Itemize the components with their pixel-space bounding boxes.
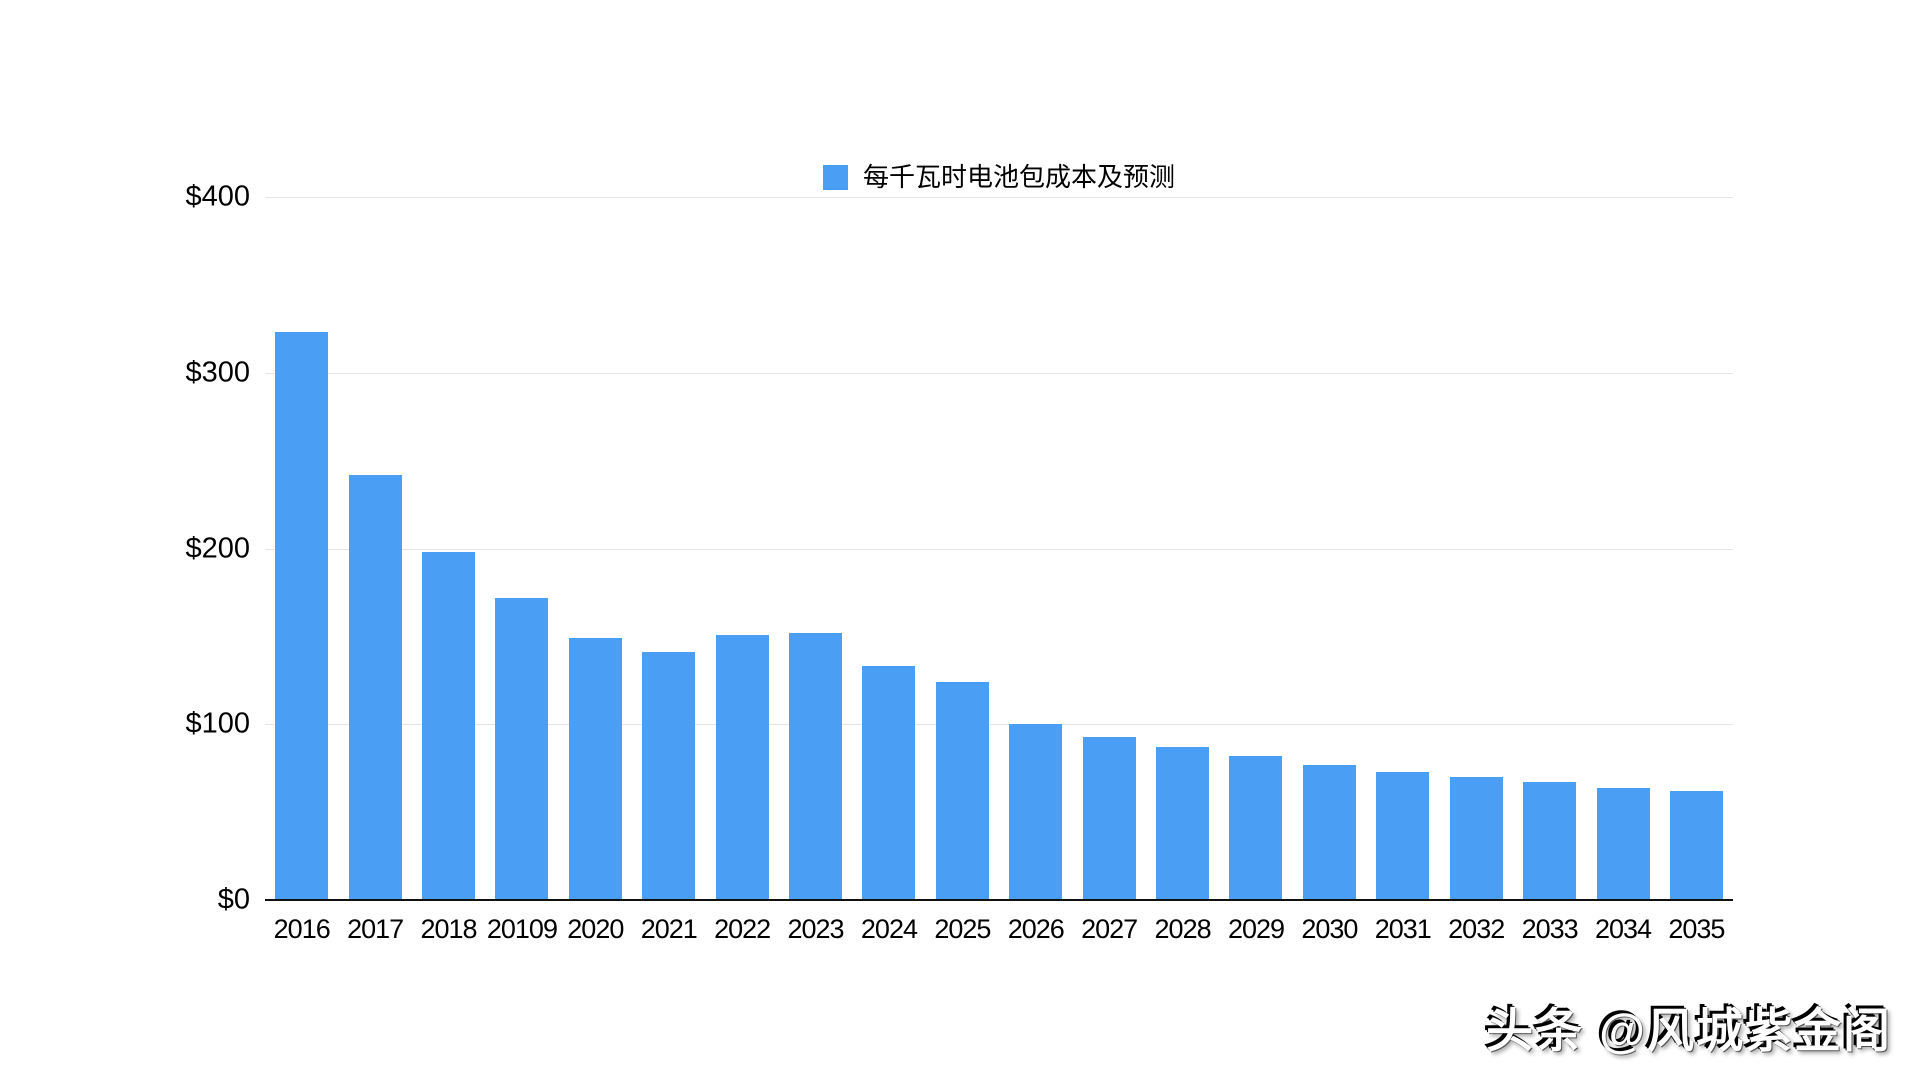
bar-slot [926,197,999,900]
x-tick-label: 2021 [640,914,698,944]
bar-slot [559,197,632,900]
bar-slot [1660,197,1733,900]
bar-slot [412,197,485,900]
bar-slot [1219,197,1292,900]
bar-slot [705,197,778,900]
bar-2032 [1449,776,1503,900]
bar-2021 [642,652,696,900]
gridline [265,372,1733,374]
x-tick-label: 2029 [1227,914,1285,944]
bar-20109 [495,597,549,900]
gridline [265,197,1733,198]
bar-2034 [1596,787,1650,900]
bar-2018 [422,552,476,900]
y-tick-label: $400 [185,180,250,213]
bar-2026 [1009,724,1063,900]
bar-slot [265,197,338,900]
x-tick-label: 2034 [1594,914,1652,944]
bar-slot [485,197,558,900]
x-tick-label: 2018 [420,914,477,944]
legend-label: 每千瓦时电池包成本及预测 [862,162,1175,192]
bar-2029 [1229,755,1283,900]
bar-slot [1146,197,1219,900]
bar-slot [852,197,925,900]
bar-2033 [1523,782,1577,900]
gridline [265,548,1733,550]
x-axis-line [265,899,1733,901]
x-tick-label: 2028 [1154,914,1212,944]
x-tick-label: 2016 [273,914,331,944]
bar-slot [1440,197,1513,900]
bar-series [265,197,1733,900]
x-tick-label: 2033 [1521,914,1579,944]
bar-2023 [789,632,843,900]
x-tick-label: 20109 [486,914,558,944]
x-tick-label: 2030 [1301,914,1358,944]
bar-slot [779,197,852,900]
x-tick-label: 2026 [1007,914,1065,944]
x-tick-label: 2035 [1668,914,1725,944]
x-tick-label: 2024 [860,914,918,944]
bar-2016 [275,332,329,900]
bar-2022 [715,634,769,900]
bar-slot [1586,197,1659,900]
bar-2030 [1302,764,1356,900]
legend-color-swatch [822,164,848,190]
bar-2031 [1376,771,1430,900]
y-tick-label: $100 [185,707,250,740]
bar-2035 [1669,791,1723,900]
bar-2024 [862,666,916,900]
x-tick-label: 2022 [714,914,771,944]
y-tick-label: $0 [217,883,250,916]
y-tick-label: $200 [185,532,250,564]
bar-2028 [1156,747,1210,900]
gridline [265,724,1733,726]
bar-2020 [568,638,622,900]
bar-slot [1293,197,1366,900]
plot-area [265,197,1733,901]
bar-slot [999,197,1072,900]
bar-2017 [348,474,402,900]
x-tick-label: 2031 [1374,914,1432,944]
bar-2025 [935,682,989,900]
x-tick-label: 2025 [934,914,991,944]
x-axis-labels: 2016 2017 2018 20109 2020 2021 2022 2023 2024 202… [265,912,1733,946]
x-tick-label: 2023 [787,914,845,944]
bar-slot [632,197,705,900]
bar-2027 [1082,736,1136,900]
bar-slot [1072,197,1145,900]
chart-legend: 每千瓦时电池包成本及预测 [265,160,1733,194]
watermark: 头条 @风城紫金阁 [1486,1004,1892,1057]
x-tick-label: 2027 [1081,914,1138,944]
x-tick-label: 2017 [347,914,404,944]
bar-slot [338,197,411,900]
x-tick-label: 2032 [1448,914,1505,944]
x-tick-label: 2020 [567,914,624,944]
bar-slot [1513,197,1586,900]
y-tick-label: $300 [185,356,250,389]
bar-slot [1366,197,1439,900]
